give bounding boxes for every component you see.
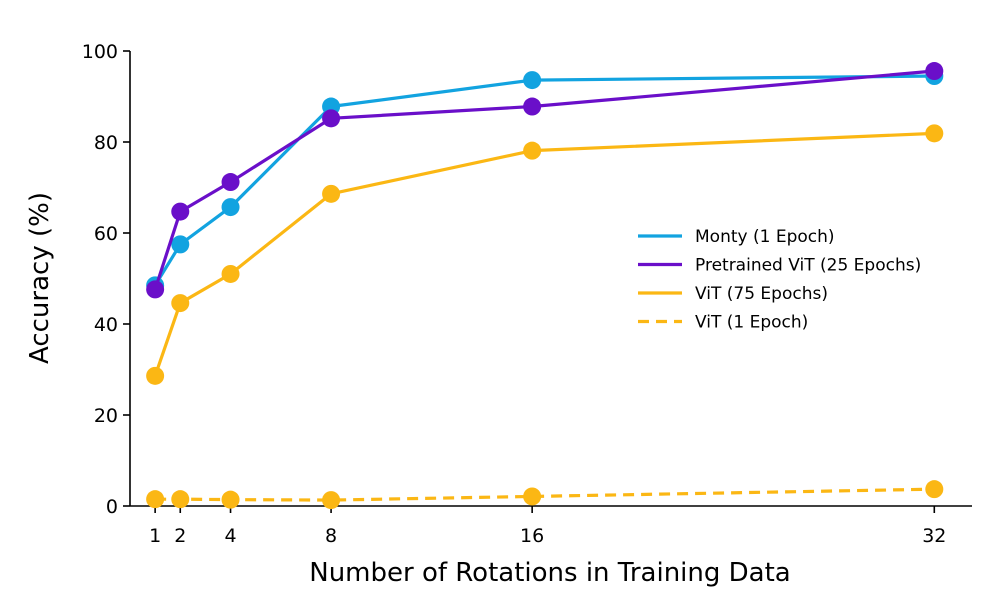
y-tick-label: 0 [106,496,118,518]
y-tick-label: 20 [94,405,118,427]
data-point [221,264,240,283]
data-point [171,235,190,254]
x-tick-label: 1 [149,525,161,547]
data-point [925,480,944,499]
data-point [171,490,190,509]
y-tick-label: 80 [94,132,118,154]
x-ticks: 1 2 4 8 16 32 [149,506,946,547]
x-tick-label: 4 [224,525,236,547]
data-point [221,173,240,192]
data-point [171,294,190,313]
y-axis-title: Accuracy (%) [25,192,55,364]
data-point [523,487,542,506]
series-line [153,131,935,377]
data-point [221,198,240,217]
series-line [153,74,935,287]
series-layer [146,62,944,510]
legend-label: Pretrained ViT (25 Epochs) [695,256,921,276]
legend-item: Pretrained ViT (25 Epochs) [638,256,921,276]
axes [129,51,972,507]
y-tick-label: 100 [82,41,118,63]
legend-label: ViT (1 Epoch) [695,313,808,333]
data-point [523,141,542,160]
legend-item: ViT (1 Epoch) [638,313,808,333]
legend-item: ViT (75 Epochs) [638,284,828,304]
series-3 [146,480,944,510]
data-point [322,184,341,203]
data-point [523,97,542,116]
legend-label: ViT (75 Epochs) [695,284,828,304]
data-point [146,280,165,299]
legend-label: Monty (1 Epoch) [695,227,835,247]
data-point [146,490,165,509]
x-tick-label: 2 [174,525,186,547]
y-tick-label: 60 [94,223,118,245]
x-tick-label: 16 [520,525,544,547]
data-point [171,202,190,221]
data-point [221,490,240,509]
data-point [322,491,341,510]
legend: Monty (1 Epoch) Pretrained ViT (25 Epochs… [638,227,921,333]
y-tick-label: 40 [94,314,118,336]
y-ticks: 0 20 40 60 80 100 [82,41,130,518]
data-point [146,366,165,385]
series-1 [146,62,944,299]
data-point [322,109,341,128]
data-point [925,124,944,143]
data-point [925,62,944,81]
x-tick-label: 32 [922,525,946,547]
legend-item: Monty (1 Epoch) [638,227,835,247]
x-tick-label: 8 [325,525,337,547]
series-line [153,69,935,290]
series-2 [146,124,944,385]
data-point [523,71,542,90]
x-axis-title: Number of Rotations in Training Data [309,558,790,588]
series-line [155,487,935,502]
